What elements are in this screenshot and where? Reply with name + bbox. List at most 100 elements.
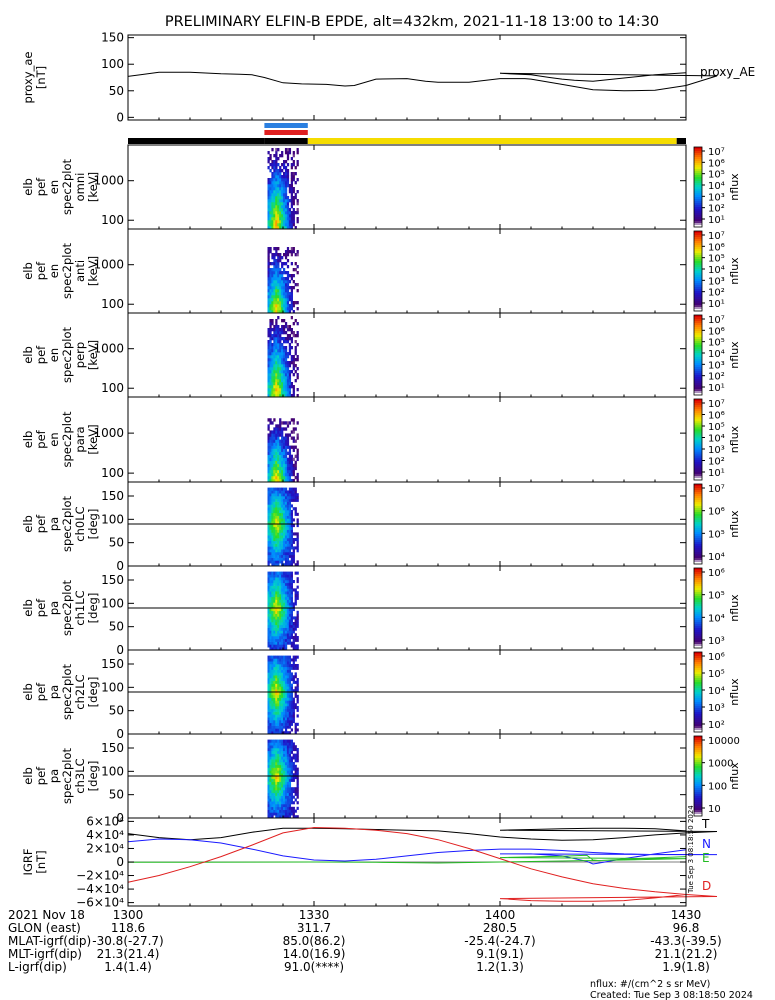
heatmap-cell (294, 439, 297, 443)
heatmap-cell (269, 714, 272, 718)
heatmap-cell (284, 731, 288, 735)
colorbar-segment (694, 287, 702, 290)
heatmap-cell (281, 619, 284, 623)
colorbar-tick-label: 10⁷ (708, 484, 725, 495)
colorbar-segment (694, 315, 702, 318)
heatmap-cell (271, 619, 274, 623)
heatmap-cell (275, 750, 278, 754)
colorbar-segment (694, 351, 702, 354)
heatmap-cell (288, 714, 292, 718)
colorbar-tick-label: 10³ (708, 360, 725, 371)
heatmap-cell (271, 448, 274, 452)
colorbar-segment (694, 393, 702, 396)
heatmap-cell (281, 298, 284, 302)
heatmap-cell (284, 616, 288, 620)
heatmap-cell (284, 223, 288, 227)
heatmap-cell (273, 610, 276, 614)
heatmap-cell (267, 247, 270, 251)
heatmap-cell (284, 289, 288, 293)
phase-bar-black (264, 138, 308, 144)
heatmap-cell (269, 331, 272, 335)
heatmap-cell (277, 504, 280, 508)
y-tick-label: 50 (109, 84, 124, 98)
heatmap-cell (286, 798, 290, 802)
heatmap-cell (286, 512, 290, 516)
heatmap-cell (281, 478, 284, 483)
heatmap-cell (275, 773, 278, 777)
heatmap-cell (271, 310, 274, 314)
colorbar-segment (694, 415, 702, 418)
colorbar-segment (694, 245, 702, 248)
heatmap-cell (279, 756, 282, 760)
heatmap-cell (271, 745, 274, 749)
colorbar-segment (694, 463, 702, 467)
heatmap-cell (279, 633, 282, 637)
heatmap-cell (283, 756, 286, 760)
heatmap-cell (292, 358, 295, 362)
heatmap-cell (294, 466, 297, 471)
heatmap-cell (283, 421, 286, 425)
heatmap-cell (273, 193, 276, 197)
heatmap-cell (281, 521, 284, 525)
heatmap-cell (271, 337, 274, 341)
heatmap-cell (288, 515, 292, 519)
heatmap-cell (286, 445, 290, 449)
heatmap-cell (271, 457, 274, 462)
heatmap-cell (284, 664, 288, 668)
heatmap-cell (294, 809, 297, 813)
heatmap-cell (275, 557, 278, 561)
heatmap-cell (277, 343, 280, 347)
heatmap-cell (281, 382, 284, 386)
heatmap-cell (275, 518, 278, 522)
heatmap-cell (284, 759, 288, 763)
heatmap-cell (286, 683, 290, 687)
heatmap-cell (284, 466, 288, 471)
heatmap-cell (273, 439, 276, 443)
heatmap-cell (283, 731, 286, 735)
heatmap-cell (271, 815, 274, 819)
heatmap-cell (271, 493, 274, 497)
heatmap-cell (267, 507, 270, 511)
colorbar-segment (694, 572, 702, 575)
heatmap-cell (288, 373, 292, 377)
heatmap-cell (283, 382, 286, 386)
heatmap-cell (288, 594, 292, 598)
colorbar-segment (694, 177, 702, 180)
heatmap-cell (271, 298, 274, 302)
heatmap-cell (292, 301, 295, 305)
y-axis-label: elb (21, 515, 35, 533)
heatmap-cell (273, 295, 276, 299)
heatmap-cell (267, 349, 270, 353)
heatmap-cell (267, 694, 270, 698)
colorbar-tick-label: 10¹ (708, 383, 725, 394)
heatmap-cell (284, 487, 288, 491)
heatmap-cell (273, 549, 276, 553)
heatmap-cell (277, 655, 280, 659)
heatmap-cell (277, 208, 280, 212)
heatmap-cell (281, 804, 284, 808)
heatmap-cell (277, 745, 280, 749)
colorbar-segment (694, 794, 702, 797)
heatmap-cell (296, 518, 299, 522)
heatmap-cell (283, 355, 286, 359)
heatmap-cell (271, 538, 274, 542)
heatmap-cell (290, 806, 293, 810)
heatmap-cell (269, 340, 272, 344)
heatmap-cell (296, 624, 299, 628)
heatmap-cell (277, 622, 280, 626)
colorbar-segment (694, 235, 702, 238)
heatmap-cell (277, 647, 280, 651)
heatmap-cell (271, 442, 274, 446)
colorbar-label: nflux (728, 762, 741, 790)
colorbar-segment (694, 646, 702, 649)
heatmap-cell (277, 546, 280, 550)
heatmap-cell (277, 331, 280, 335)
heatmap-cell (284, 647, 288, 651)
colorbar-tick-label: 10⁵ (708, 529, 725, 540)
colorbar-segment (694, 387, 702, 390)
heatmap-cell (288, 226, 292, 230)
heatmap-cell (269, 773, 272, 777)
heatmap-cell (281, 277, 284, 281)
heatmap-cell (271, 454, 274, 459)
heatmap-cell (275, 739, 278, 743)
